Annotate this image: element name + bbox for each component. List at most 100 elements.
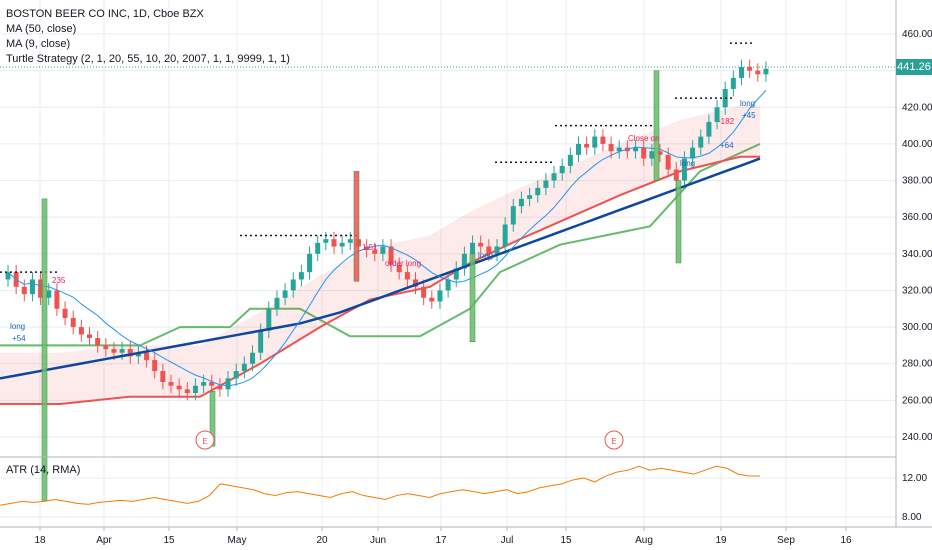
atr-pane[interactable]: 12.00 8.00 bbox=[0, 465, 927, 523]
last-price-tag: 441.26 bbox=[896, 59, 932, 75]
candle-body bbox=[396, 264, 402, 273]
candle-body bbox=[673, 169, 679, 181]
trade-annotation: 235 bbox=[52, 276, 66, 285]
candle-body bbox=[470, 242, 476, 254]
time-tick-label: 17 bbox=[435, 535, 447, 546]
candle-body bbox=[103, 345, 109, 350]
trade-annotation: 1.51 bbox=[362, 243, 378, 252]
trade-annotation: Close on bbox=[628, 134, 660, 143]
legend-strategy[interactable]: Turtle Strategy (2, 1, 20, 55, 10, 20, 2… bbox=[6, 53, 290, 65]
candle-body bbox=[21, 286, 27, 295]
candle-body bbox=[478, 242, 484, 247]
candle-body bbox=[298, 272, 304, 280]
candle-body bbox=[543, 180, 549, 188]
candle-body bbox=[339, 242, 345, 247]
time-tick-label: 20 bbox=[316, 535, 328, 546]
ma50-line bbox=[0, 157, 761, 380]
price-tick-label: 260.00 bbox=[902, 395, 932, 406]
candle-body bbox=[168, 382, 174, 386]
trade-annotation: +54 bbox=[12, 334, 26, 343]
red-channel-fill bbox=[0, 105, 760, 405]
atr-tick-label: 12.00 bbox=[902, 473, 927, 484]
legend-ma50[interactable]: MA (50, close) bbox=[6, 23, 77, 35]
candle-body bbox=[576, 143, 581, 155]
legend-symbol[interactable]: BOSTON BEER CO INC, 1D, Cboe BZX bbox=[6, 8, 204, 20]
candle-body bbox=[665, 154, 671, 170]
legend-ma9[interactable]: MA (9, close) bbox=[6, 38, 71, 50]
legend-atr[interactable]: ATR (14, RMA) bbox=[6, 464, 81, 476]
candle-body bbox=[763, 68, 769, 75]
grid bbox=[0, 0, 896, 527]
time-axis[interactable]: 18 Apr 15 May 20 Jun 17 Jul 15 Aug 19 Sep 16 bbox=[34, 527, 852, 546]
candle-body bbox=[323, 239, 329, 243]
red-channel-line bbox=[0, 155, 760, 406]
price-tick-label: 320.00 bbox=[902, 285, 932, 296]
green-channel-line bbox=[0, 142, 761, 347]
candle-body bbox=[274, 297, 280, 309]
candle-body bbox=[176, 385, 182, 390]
candle-body bbox=[445, 279, 451, 291]
candle-body bbox=[290, 279, 296, 291]
candle-body bbox=[95, 338, 101, 346]
candle-body bbox=[486, 246, 492, 254]
earnings-icon bbox=[604, 430, 624, 450]
candle-body bbox=[755, 70, 761, 75]
trade-annotation: +64 bbox=[720, 141, 734, 150]
candle-body bbox=[192, 385, 198, 394]
candle-body bbox=[347, 239, 353, 243]
earnings-label: E bbox=[611, 437, 616, 446]
candle-body bbox=[209, 382, 215, 386]
trade-annotation: order long bbox=[385, 259, 421, 268]
time-tick-label: Aug bbox=[635, 535, 653, 546]
price-tick-label: 280.00 bbox=[902, 359, 932, 370]
candle-body bbox=[233, 371, 239, 379]
candle-body bbox=[706, 121, 712, 137]
candle-body bbox=[372, 250, 378, 254]
signal-bar bbox=[41, 198, 48, 502]
candle-body bbox=[282, 290, 288, 298]
signal-bar bbox=[469, 253, 476, 342]
trade-annotation: +45 bbox=[742, 111, 756, 120]
candle-body bbox=[714, 107, 720, 122]
trade-annotation: long bbox=[478, 251, 493, 260]
price-axis[interactable]: 460.00440.00420.00400.00380.00360.00340.… bbox=[902, 29, 932, 443]
candle-body bbox=[135, 352, 141, 357]
candle-body bbox=[633, 147, 639, 152]
candle-body bbox=[413, 279, 418, 287]
candle-body bbox=[266, 308, 272, 331]
candle-body bbox=[307, 253, 313, 273]
time-tick-label: 15 bbox=[163, 535, 175, 546]
candle-body bbox=[184, 389, 190, 394]
candle-body bbox=[681, 158, 687, 181]
candle-body bbox=[70, 317, 76, 328]
price-tick-label: 300.00 bbox=[902, 322, 932, 333]
time-tick-label: 15 bbox=[560, 535, 572, 546]
candle-body bbox=[315, 242, 321, 254]
candle-body bbox=[739, 66, 744, 78]
trade-annotation: long bbox=[740, 99, 755, 108]
candle-body bbox=[437, 290, 443, 302]
signal-bar bbox=[675, 180, 682, 264]
candle-body bbox=[641, 147, 647, 159]
candle-body bbox=[747, 66, 753, 71]
candle-body bbox=[5, 272, 11, 280]
time-tick-label: Sep bbox=[777, 535, 795, 546]
candle-body bbox=[46, 290, 52, 298]
candle-body bbox=[144, 352, 150, 361]
candle-body bbox=[380, 246, 386, 254]
candle-body bbox=[127, 349, 133, 357]
candle-body bbox=[38, 279, 44, 298]
candle-body bbox=[29, 279, 35, 295]
candle-body bbox=[510, 206, 516, 225]
candle-body bbox=[535, 187, 541, 196]
candle-body bbox=[600, 136, 606, 144]
candle-body bbox=[54, 290, 60, 309]
price-tick-label: 240.00 bbox=[902, 432, 932, 443]
candle-body bbox=[527, 195, 533, 199]
trade-annotation: long bbox=[10, 322, 25, 331]
price-tick-label: 460.00 bbox=[902, 29, 932, 40]
candle-body bbox=[649, 151, 655, 159]
time-tick-label: Apr bbox=[96, 535, 112, 546]
price-pane[interactable]: E E 235 long +54 1.51 order long long -182 Close … bbox=[0, 42, 769, 502]
candle-body bbox=[62, 308, 68, 318]
